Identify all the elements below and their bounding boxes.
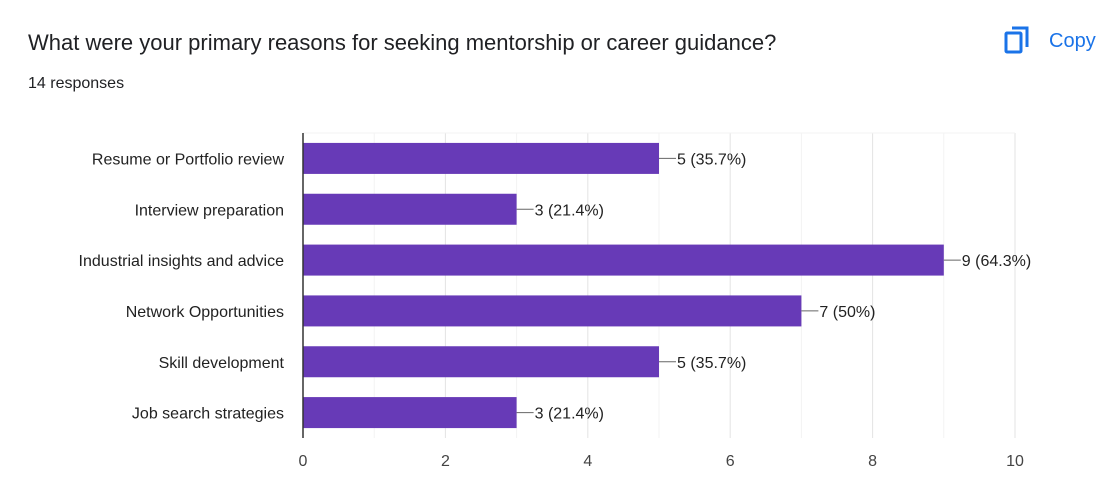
copy-chart-button[interactable]: Copy bbox=[1003, 24, 1096, 58]
value-label: 3 (21.4%) bbox=[535, 406, 604, 423]
x-tick-label: 4 bbox=[583, 453, 592, 470]
category-label: Interview preparation bbox=[135, 202, 284, 219]
category-label: Industrial insights and advice bbox=[79, 253, 285, 270]
value-label: 3 (21.4%) bbox=[535, 202, 604, 219]
response-count: 14 responses bbox=[28, 75, 125, 92]
copy-icon bbox=[1003, 26, 1031, 56]
value-label: 7 (50%) bbox=[819, 304, 875, 321]
bar bbox=[303, 142, 659, 174]
value-label: 5 (35.7%) bbox=[677, 151, 746, 168]
bar bbox=[303, 346, 659, 378]
category-label: Job search strategies bbox=[132, 406, 284, 423]
category-label: Skill development bbox=[159, 355, 285, 372]
x-tick-label: 10 bbox=[1006, 453, 1024, 470]
value-label: 5 (35.7%) bbox=[677, 355, 746, 372]
category-label: Network Opportunities bbox=[126, 304, 284, 321]
value-label: 9 (64.3%) bbox=[962, 253, 1031, 270]
bar bbox=[303, 193, 517, 225]
x-tick-label: 6 bbox=[726, 453, 735, 470]
x-tick-label: 8 bbox=[868, 453, 877, 470]
x-tick-label: 0 bbox=[299, 453, 308, 470]
chart-title: What were your primary reasons for seeki… bbox=[28, 30, 777, 55]
x-tick-label: 2 bbox=[441, 453, 450, 470]
bar bbox=[303, 397, 517, 429]
copy-label: Copy bbox=[1049, 29, 1096, 52]
bar bbox=[303, 295, 802, 327]
category-label: Resume or Portfolio review bbox=[92, 151, 285, 168]
bar bbox=[303, 244, 944, 276]
